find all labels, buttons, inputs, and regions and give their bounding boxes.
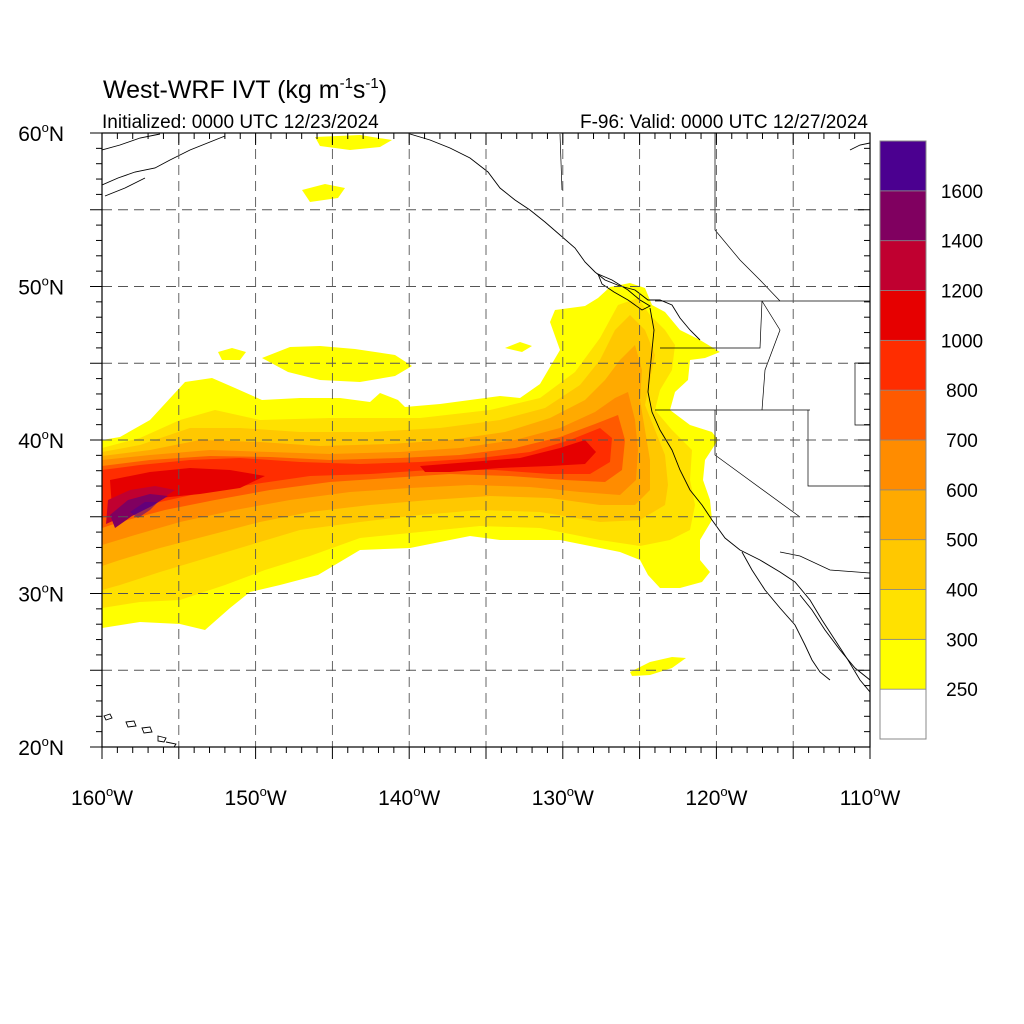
- coast-alaska: [102, 133, 226, 197]
- colorbar: 250 300 400 500 600 700 800 1000 1200 1400 1600: [879, 140, 983, 740]
- lon-label: 110oW: [840, 784, 901, 810]
- colorbar-label: 1600: [941, 182, 983, 203]
- latitude-labels: 60oN 50oN 40oN 30oN 20oN: [18, 120, 64, 760]
- lon-label: 150oW: [225, 784, 287, 810]
- colorbar-label: 1000: [941, 331, 983, 352]
- colorbar-swatch: [879, 140, 927, 192]
- colorbar-swatch: [879, 240, 927, 291]
- lat-label: 20oN: [18, 734, 64, 760]
- border-nv-ca: [714, 410, 801, 518]
- colorbar-swatch: [879, 489, 927, 541]
- ivt-patch-south: [630, 657, 686, 676]
- colorbar-swatch: [879, 638, 927, 690]
- figure-title: West-WRF IVT (kg m-1s-1): [103, 75, 387, 104]
- lon-label: 160oW: [71, 784, 133, 810]
- colorbar-label: 300: [946, 630, 978, 651]
- colorbar-frame: [879, 140, 927, 740]
- ivt-contour-1000b: [420, 440, 596, 472]
- ivt-patch-east: [505, 342, 532, 352]
- coast-hudson: [849, 142, 870, 151]
- valid-time-label: F-96: Valid: 0000 UTC 12/27/2024: [580, 112, 868, 133]
- ivt-patch-left: [218, 348, 246, 360]
- longitude-labels: 160oW 150oW 140oW 130oW 120oW 110oW: [71, 784, 901, 810]
- ivt-patch-mid: [262, 346, 412, 382]
- colorbar-swatch: [879, 589, 927, 640]
- colorbar-label: 800: [946, 381, 978, 402]
- colorbar-swatch: [879, 290, 927, 341]
- colorbar-label: 1400: [941, 232, 983, 253]
- lat-label: 60oN: [18, 120, 64, 146]
- coast-vancouver-island: [597, 273, 651, 311]
- ivt-contour-1600: [130, 502, 158, 518]
- coastlines: [102, 133, 870, 747]
- colorbar-swatch: [879, 688, 927, 740]
- colorbar-swatch: [879, 539, 927, 590]
- colorbar-label: 600: [946, 481, 978, 502]
- border-alaska-canada: [559, 133, 563, 191]
- border-idaho: [761, 300, 781, 411]
- coast-us-west: [647, 307, 870, 693]
- border-utah: [807, 410, 870, 487]
- colorbar-swatch: [879, 339, 927, 391]
- lon-label: 120oW: [685, 784, 747, 810]
- colorbar-label: 1200: [941, 282, 983, 303]
- coast-bc: [409, 133, 701, 341]
- axis-ticks: [90, 132, 871, 759]
- ivt-shading: [102, 135, 720, 676]
- colorbar-swatch: [879, 190, 927, 242]
- coast-hawaii: [103, 713, 177, 747]
- colorbar-label: 700: [946, 431, 978, 452]
- lon-label: 140oW: [378, 784, 440, 810]
- border-state-wa-or: [660, 300, 763, 349]
- colorbar-swatch: [879, 389, 927, 441]
- ivt-contour-800: [102, 428, 612, 518]
- ivt-patch-north: [315, 135, 392, 150]
- colorbar-label: 400: [946, 581, 978, 602]
- border-ab-bc: [714, 133, 781, 302]
- gridlines: [102, 133, 870, 747]
- initialized-label: Initialized: 0000 UTC 12/23/2024: [102, 112, 379, 133]
- lat-label: 40oN: [18, 427, 64, 453]
- colorbar-swatch: [879, 439, 927, 491]
- border-mexico: [779, 551, 870, 574]
- colorbar-label: 250: [946, 680, 978, 701]
- ivt-patch-gulf: [302, 184, 345, 202]
- lat-label: 30oN: [18, 581, 64, 607]
- colorbar-label: 500: [946, 531, 978, 552]
- map-area: [102, 133, 870, 747]
- political-borders: [559, 133, 870, 574]
- lat-label: 50oN: [18, 274, 64, 300]
- lon-label: 130oW: [532, 784, 594, 810]
